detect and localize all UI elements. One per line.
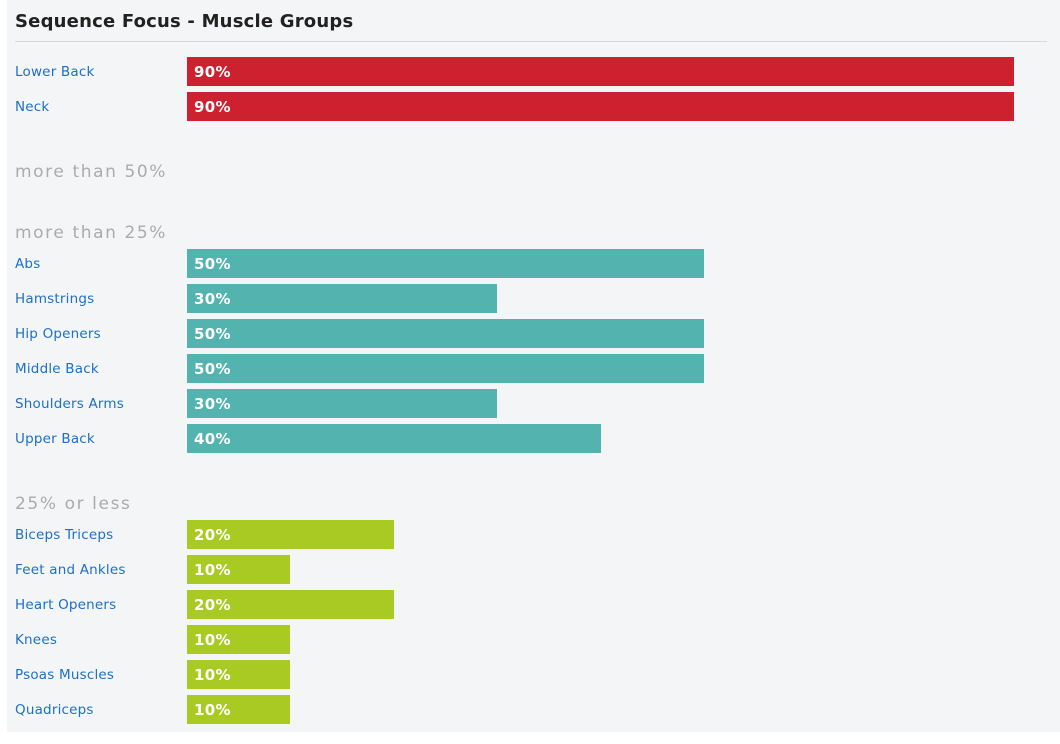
bar-value-label: 10% <box>194 665 231 684</box>
bar-row: Middle Back 50% <box>15 354 1047 383</box>
bar-row: Lower Back 90% <box>15 57 1047 86</box>
bar-track: 10% <box>187 625 1014 654</box>
bar-value-label: 10% <box>194 700 231 719</box>
bar-value-label: 50% <box>194 254 231 273</box>
bar-value-label: 20% <box>194 525 231 544</box>
bar-row: Upper Back 40% <box>15 424 1047 453</box>
bar-track: 40% <box>187 424 1014 453</box>
muscle-group-link[interactable]: Biceps Triceps <box>15 526 114 543</box>
bar: 90% <box>187 92 1014 121</box>
muscle-group-link[interactable]: Heart Openers <box>15 596 117 613</box>
bar: 50% <box>187 319 704 348</box>
bar-row: Hamstrings 30% <box>15 284 1047 313</box>
bar-track: 50% <box>187 319 1014 348</box>
bar-track: 20% <box>187 520 1014 549</box>
bar: 30% <box>187 284 498 313</box>
muscle-group-link[interactable]: Neck <box>15 98 50 115</box>
bar-value-label: 20% <box>194 595 231 614</box>
muscle-group-link[interactable]: Shoulders Arms <box>15 395 124 412</box>
bar: 10% <box>187 695 291 724</box>
muscle-groups-panel: Sequence Focus - Muscle Groups Lower Bac… <box>7 0 1060 732</box>
bar-track: 20% <box>187 590 1014 619</box>
bar-track: 90% <box>187 92 1014 121</box>
bar: 10% <box>187 555 291 584</box>
bar-row: Quadriceps 10% <box>15 695 1047 724</box>
chart-section: 25% or less Biceps Triceps 20% Feet and Ank… <box>15 495 1047 730</box>
bar: 10% <box>187 625 291 654</box>
bar-track: 10% <box>187 555 1014 584</box>
bar-row: Shoulders Arms 30% <box>15 389 1047 418</box>
muscle-group-link[interactable]: Upper Back <box>15 430 95 447</box>
bar: 20% <box>187 590 394 619</box>
bar: 90% <box>187 57 1014 86</box>
bar-track: 10% <box>187 660 1014 689</box>
muscle-group-link[interactable]: Hamstrings <box>15 290 95 307</box>
muscle-group-link[interactable]: Lower Back <box>15 63 95 80</box>
bar: 30% <box>187 389 498 418</box>
bar-value-label: 30% <box>194 289 231 308</box>
page-title: Sequence Focus - Muscle Groups <box>15 11 354 32</box>
bar-track: 30% <box>187 284 1014 313</box>
muscle-group-link[interactable]: Abs <box>15 255 41 272</box>
muscle-group-link[interactable]: Quadriceps <box>15 701 94 718</box>
muscle-group-link[interactable]: Feet and Ankles <box>15 561 126 578</box>
bar-track: 50% <box>187 354 1014 383</box>
bar-track: 10% <box>187 695 1014 724</box>
bar-value-label: 40% <box>194 429 231 448</box>
muscle-group-link[interactable]: Knees <box>15 631 58 648</box>
bar: 10% <box>187 660 291 689</box>
bar-row: Heart Openers 20% <box>15 590 1047 619</box>
bar-row: Biceps Triceps 20% <box>15 520 1047 549</box>
bar: 50% <box>187 354 704 383</box>
section-header: more than 50% <box>15 162 168 182</box>
title-divider <box>15 41 1047 42</box>
bar-row: Abs 50% <box>15 249 1047 278</box>
bar-value-label: 10% <box>194 560 231 579</box>
bar-value-label: 50% <box>194 324 231 343</box>
bar: 50% <box>187 249 704 278</box>
bar-track: 90% <box>187 57 1014 86</box>
bar-value-label: 30% <box>194 394 231 413</box>
bar-value-label: 50% <box>194 359 231 378</box>
chart-section: more than 50% <box>15 163 1047 188</box>
muscle-group-link[interactable]: Hip Openers <box>15 325 101 342</box>
chart-section: Lower Back 90% Neck 90% <box>15 57 1047 127</box>
bar: 20% <box>187 520 394 549</box>
muscle-group-link[interactable]: Middle Back <box>15 360 99 377</box>
bar-row: Psoas Muscles 10% <box>15 660 1047 689</box>
section-header: 25% or less <box>15 494 132 514</box>
bar-row: Knees 10% <box>15 625 1047 654</box>
muscle-groups-bar-chart: Lower Back 90% Neck 90% more than 50% more th… <box>15 42 1047 730</box>
bar-row: Feet and Ankles 10% <box>15 555 1047 584</box>
bar-value-label: 90% <box>194 97 231 116</box>
bar-row: Neck 90% <box>15 92 1047 121</box>
bar-row: Hip Openers 50% <box>15 319 1047 348</box>
section-header: more than 25% <box>15 223 168 243</box>
muscle-group-link[interactable]: Psoas Muscles <box>15 666 115 683</box>
chart-section: more than 25% Abs 50% Hamstrings 30% Hip Open… <box>15 224 1047 459</box>
bar-track: 50% <box>187 249 1014 278</box>
bar-value-label: 90% <box>194 62 231 81</box>
bar-value-label: 10% <box>194 630 231 649</box>
bar-track: 30% <box>187 389 1014 418</box>
bar: 40% <box>187 424 601 453</box>
